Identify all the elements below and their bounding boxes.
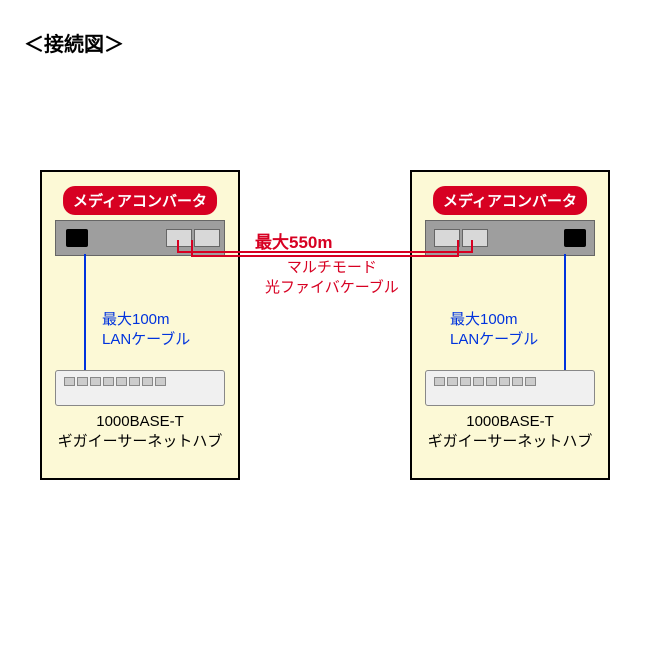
hub-standard: 1000BASE-T [466, 413, 554, 430]
ethernet-hub-device [425, 370, 595, 406]
ethernet-hub-device [55, 370, 225, 406]
fiber-mode: マルチモード [287, 259, 377, 276]
hub-port-icon [129, 377, 140, 386]
hub-port-icon [90, 377, 101, 386]
hub-ports [64, 377, 166, 386]
hub-port-icon [77, 377, 88, 386]
hub-label: 1000BASE-T ギガイーサーネットハブ [428, 412, 593, 451]
lan-cable-text: LANケーブル [102, 331, 190, 348]
fiber-cable-text: 光ファイバケーブル [265, 279, 399, 296]
fiber-type-label: マルチモード 光ファイバケーブル [265, 258, 399, 297]
fiber-port-icon [462, 229, 488, 247]
hub-port-icon [64, 377, 75, 386]
hub-ports [434, 377, 536, 386]
hub-label: 1000BASE-T ギガイーサーネットハブ [58, 412, 223, 451]
fiber-port-icon [194, 229, 220, 247]
hub-port-icon [486, 377, 497, 386]
rj45-port-icon [66, 229, 88, 247]
hub-type: ギガイーサーネットハブ [428, 433, 593, 450]
fiber-distance-label: 最大550m [255, 228, 332, 253]
lan-cable-label: 最大100m LANケーブル [450, 310, 538, 349]
diagram-title: ＜接続図＞ [24, 28, 124, 57]
lan-distance: 最大100m [450, 311, 518, 328]
hub-port-icon [499, 377, 510, 386]
hub-port-icon [447, 377, 458, 386]
hub-standard: 1000BASE-T [96, 413, 184, 430]
hub-port-icon [103, 377, 114, 386]
fiber-port-icon [166, 229, 192, 247]
rj45-port-icon [564, 229, 586, 247]
fiber-port-icon [434, 229, 460, 247]
hub-port-icon [460, 377, 471, 386]
hub-port-icon [155, 377, 166, 386]
media-converter-device [425, 220, 595, 256]
media-converter-badge: メディアコンバータ [433, 186, 587, 215]
lan-cable-text: LANケーブル [450, 331, 538, 348]
hub-type: ギガイーサーネットハブ [58, 433, 223, 450]
lan-cable-label: 最大100m LANケーブル [102, 310, 190, 349]
lan-distance: 最大100m [102, 311, 170, 328]
hub-port-icon [142, 377, 153, 386]
hub-port-icon [525, 377, 536, 386]
hub-port-icon [473, 377, 484, 386]
hub-port-icon [512, 377, 523, 386]
hub-port-icon [116, 377, 127, 386]
hub-port-icon [434, 377, 445, 386]
left-panel: メディアコンバータ 最大100m LANケーブル 1000BASE-T ギガイー… [40, 170, 240, 480]
media-converter-badge: メディアコンバータ [63, 186, 217, 215]
media-converter-device [55, 220, 225, 256]
right-panel: メディアコンバータ 最大100m LANケーブル 1000BASE-T ギガイー… [410, 170, 610, 480]
